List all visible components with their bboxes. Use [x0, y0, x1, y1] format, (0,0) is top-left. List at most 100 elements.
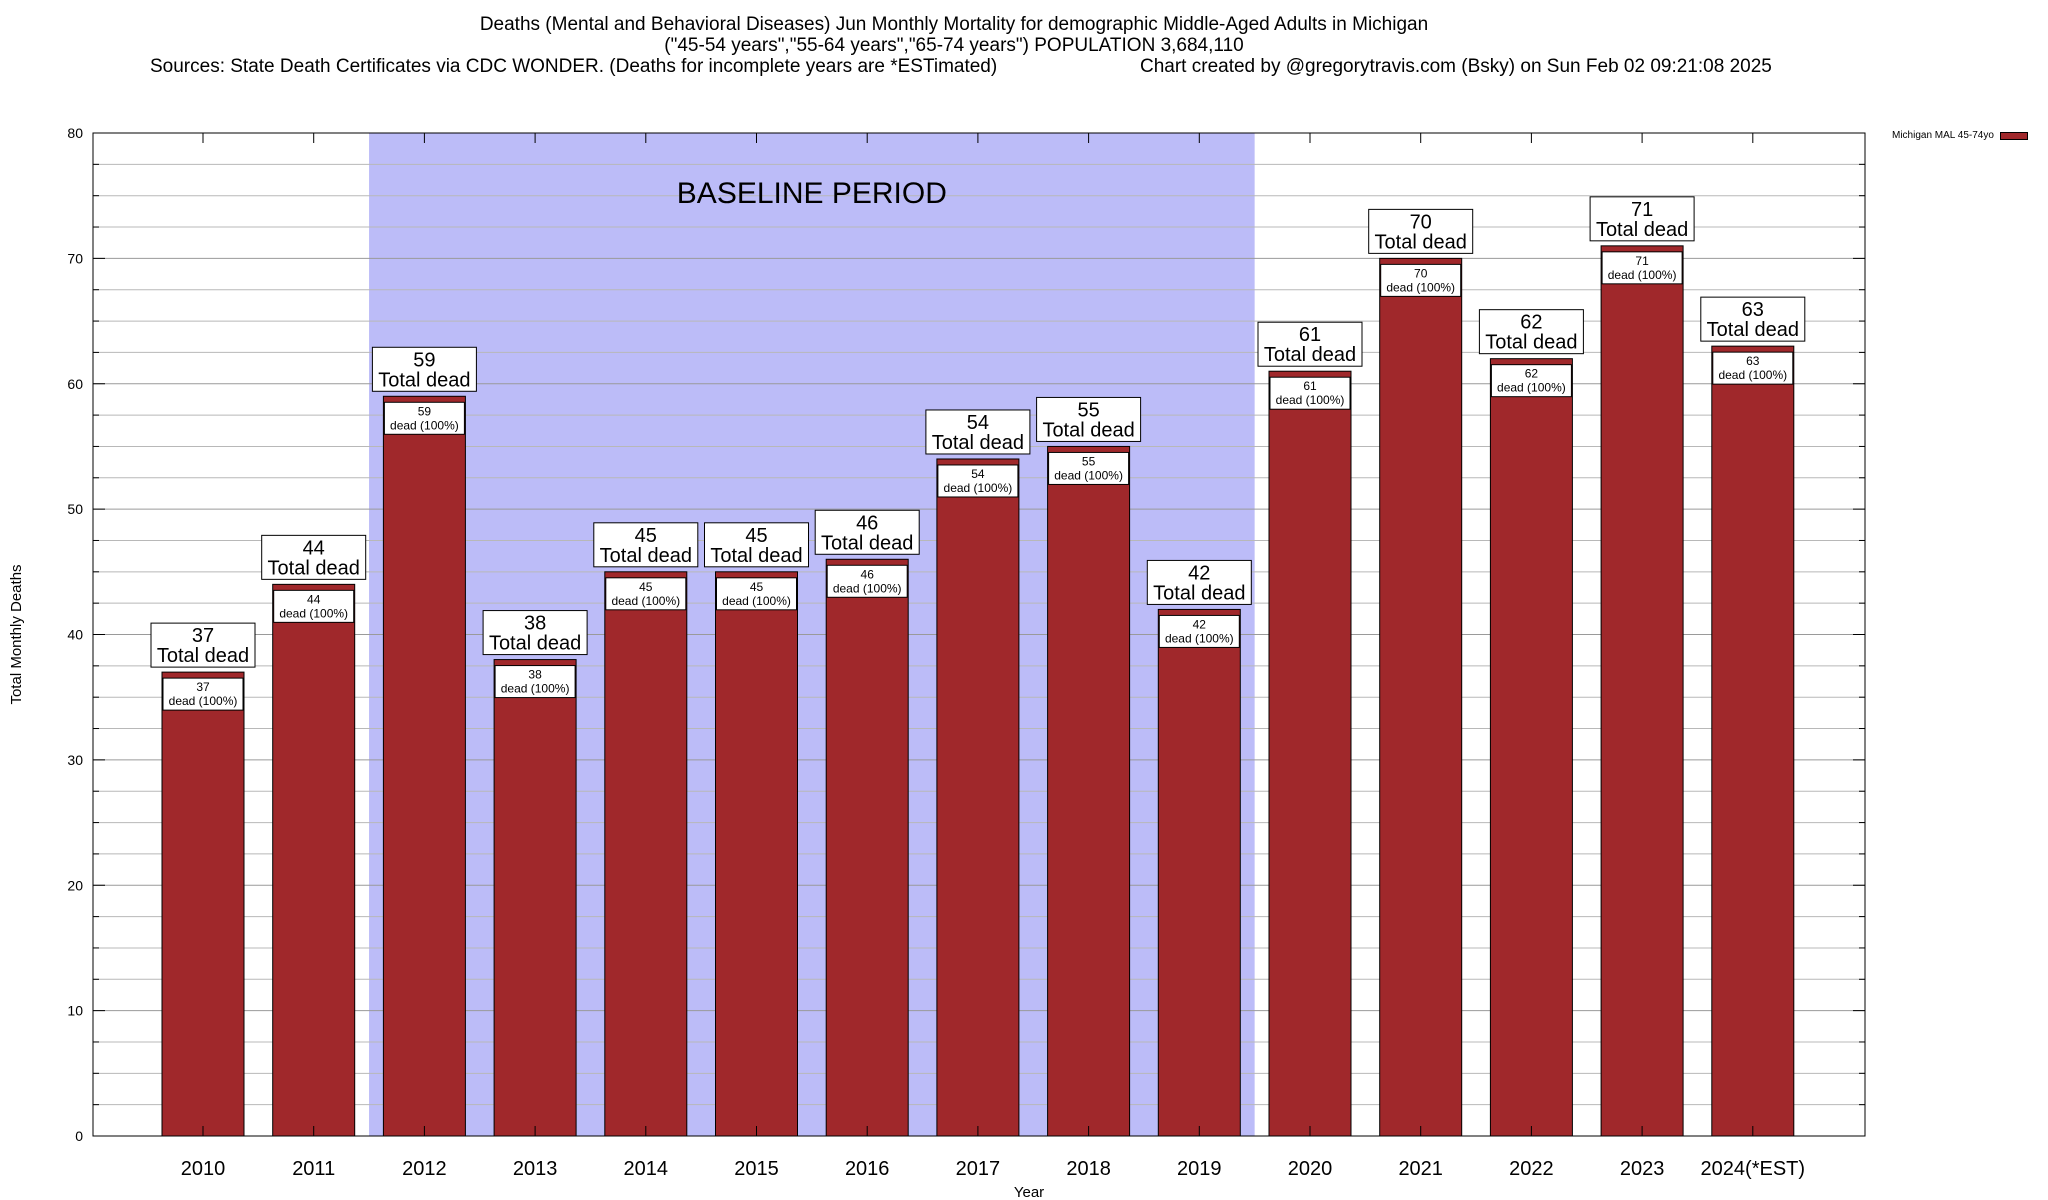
bar: [493, 659, 577, 1137]
inner-data-label-box: [273, 589, 355, 623]
top-data-label-text: Total dead: [932, 432, 1024, 454]
top-data-label-value: 38: [524, 613, 546, 635]
top-data-label-value: 55: [1077, 399, 1099, 421]
inner-data-label-box: [1601, 251, 1683, 285]
inner-data-label-text: dead (100%): [501, 682, 570, 696]
inner-data-label-box: [716, 577, 797, 611]
x-tick-label: 2015: [734, 1158, 779, 1180]
bar: [382, 395, 466, 1137]
top-data-label-text: Total dead: [268, 557, 360, 579]
y-tick-label: 30: [67, 752, 83, 768]
bar: [1379, 257, 1463, 1137]
inner-data-label-value: 44: [307, 592, 321, 606]
inner-data-label-value: 70: [1414, 266, 1428, 280]
x-tick-label: 2021: [1398, 1158, 1443, 1180]
bar: [272, 583, 356, 1137]
top-data-label-value: 62: [1520, 312, 1542, 334]
inner-data-label-value: 42: [1193, 617, 1207, 631]
inner-data-label-text: dead (100%): [1054, 468, 1123, 482]
x-tick-label: 2016: [845, 1158, 890, 1180]
legend-label: Michigan MAL 45-74yo: [1892, 130, 1994, 141]
bar: [1157, 608, 1241, 1137]
top-data-label-box: [1036, 396, 1142, 442]
top-data-label-box: [1368, 208, 1474, 254]
top-data-label-value: 70: [1410, 211, 1432, 233]
bar: [604, 571, 688, 1137]
legend-swatch: [1999, 131, 2028, 140]
bar: [1047, 445, 1131, 1137]
y-tick-label: 40: [67, 627, 83, 643]
x-axis-label: Year: [1014, 1184, 1044, 1200]
x-tick-label: 2018: [1066, 1158, 1111, 1180]
top-data-label-value: 46: [856, 512, 878, 534]
title-line-2: ("45-54 years","55-64 years","65-74 year…: [664, 35, 1244, 56]
top-data-label-value: 54: [967, 412, 989, 434]
top-data-label-text: Total dead: [600, 545, 692, 567]
top-data-label-text: Total dead: [1042, 419, 1134, 441]
top-data-label-box: [1257, 321, 1363, 367]
top-data-label-value: 44: [303, 537, 325, 559]
top-data-label-text: Total dead: [1707, 319, 1799, 341]
top-data-label-box: [1478, 309, 1584, 355]
title-line-1: Deaths (Mental and Behavioral Diseases) …: [479, 14, 1429, 35]
top-data-label-value: 63: [1742, 299, 1764, 321]
x-tick-label: 2012: [402, 1158, 447, 1180]
inner-data-label-box: [1380, 263, 1462, 297]
inner-data-label-value: 54: [971, 467, 985, 481]
bar: [1268, 370, 1352, 1137]
top-data-label-box: [1589, 196, 1695, 242]
top-data-label-box: [814, 509, 920, 555]
top-data-label-box: [261, 534, 367, 580]
inner-data-label-value: 59: [418, 404, 432, 418]
bar: [715, 571, 798, 1137]
inner-data-label-box: [162, 677, 244, 711]
inner-data-label-text: dead (100%): [1608, 268, 1677, 282]
bar: [825, 558, 909, 1137]
inner-data-label-value: 46: [861, 567, 875, 581]
inner-data-label-box: [1048, 451, 1130, 485]
top-data-label-box: [1700, 296, 1806, 342]
inner-data-label-box: [1490, 364, 1572, 398]
top-data-label-text: Total dead: [1485, 332, 1577, 354]
inner-data-label-value: 63: [1746, 354, 1760, 368]
y-tick-label: 20: [67, 877, 83, 893]
top-data-label-text: Total dead: [489, 633, 581, 655]
inner-data-label-value: 45: [750, 580, 764, 594]
inner-data-label-text: dead (100%): [1386, 280, 1455, 294]
inner-data-label-value: 38: [528, 668, 542, 682]
inner-data-label-text: dead (100%): [1276, 393, 1345, 407]
bar: [936, 458, 1020, 1137]
legend: Michigan MAL 45-74yo: [1892, 130, 2028, 141]
title-credit: Chart created by @gregorytravis.com (Bsk…: [1140, 56, 1772, 77]
x-tick-label: 2022: [1509, 1158, 1554, 1180]
top-data-label-box: [593, 522, 699, 568]
inner-data-label-value: 45: [639, 580, 653, 594]
bar: [1600, 245, 1684, 1137]
inner-data-label-box: [937, 464, 1019, 498]
top-data-label-value: 45: [745, 525, 767, 547]
inner-data-label-box: [605, 577, 687, 611]
bar: [1711, 345, 1795, 1137]
top-data-label-value: 37: [192, 625, 214, 647]
y-axis-label: Total Monthly Deaths: [8, 564, 25, 704]
inner-data-label-text: dead (100%): [1718, 368, 1787, 382]
x-tick-label: 2017: [956, 1158, 1001, 1180]
inner-data-label-value: 61: [1303, 379, 1317, 393]
inner-data-label-text: dead (100%): [833, 581, 902, 595]
top-data-label-text: Total dead: [1596, 219, 1688, 241]
top-data-label-box: [482, 610, 588, 656]
inner-data-label-value: 55: [1082, 454, 1096, 468]
top-data-label-value: 59: [413, 349, 435, 371]
x-tick-label: 2010: [181, 1158, 226, 1180]
top-data-label-text: Total dead: [378, 369, 470, 391]
top-data-label-box: [925, 409, 1031, 455]
inner-data-label-text: dead (100%): [390, 418, 459, 432]
x-tick-label: 2020: [1288, 1158, 1333, 1180]
top-data-label-text: Total dead: [1153, 582, 1245, 604]
inner-data-label-text: dead (100%): [944, 481, 1013, 495]
inner-data-label-text: dead (100%): [722, 594, 791, 608]
inner-data-label-text: dead (100%): [1165, 631, 1234, 645]
inner-data-label-value: 37: [196, 680, 210, 694]
x-tick-label: 2014: [624, 1158, 669, 1180]
